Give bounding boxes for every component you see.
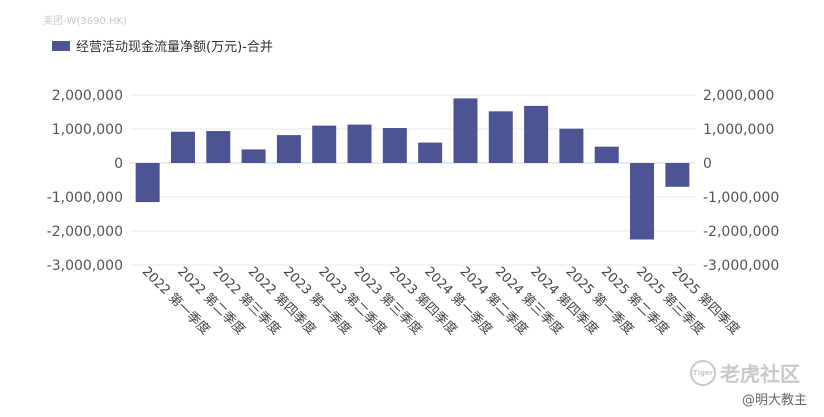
- y-tick-label-right: 2,000,000: [703, 88, 774, 104]
- bar: [594, 146, 619, 163]
- bar: [630, 163, 655, 240]
- bar: [135, 163, 160, 203]
- y-tick-label-left: 0: [114, 156, 123, 172]
- bar: [488, 111, 513, 163]
- bar: [170, 131, 195, 163]
- bar: [453, 98, 478, 163]
- y-tick-label-right: -2,000,000: [703, 224, 779, 240]
- tiger-logo-icon: Tiger: [690, 359, 716, 386]
- y-tick-label-left: -3,000,000: [47, 258, 123, 274]
- bar: [382, 127, 407, 163]
- y-tick-label-left: 1,000,000: [52, 122, 123, 138]
- bar: [559, 128, 584, 163]
- bar: [347, 124, 372, 163]
- bar: [312, 125, 337, 163]
- bar: [418, 142, 443, 163]
- watermark-title: 美团-W(3690.HK): [43, 16, 128, 27]
- bar: [276, 135, 301, 163]
- brand-watermark: Tiger 老虎社区: [690, 358, 800, 387]
- bar: [665, 163, 690, 187]
- y-tick-label-right: -3,000,000: [703, 258, 779, 274]
- bar: [524, 105, 549, 163]
- legend-label: 经营活动现金流量净额(万元)-合并: [76, 40, 273, 55]
- bar: [206, 131, 231, 163]
- brand-text: 老虎社区: [720, 362, 800, 386]
- y-tick-label-right: 1,000,000: [703, 122, 774, 138]
- y-tick-label-right: -1,000,000: [703, 190, 779, 206]
- bar: [241, 149, 266, 163]
- y-tick-label-left: -2,000,000: [47, 224, 123, 240]
- y-tick-label-left: 2,000,000: [52, 88, 123, 104]
- author-credit: @明大教主: [742, 393, 808, 408]
- y-tick-label-left: -1,000,000: [47, 190, 123, 206]
- legend-swatch: [52, 40, 70, 51]
- legend: 经营活动现金流量净额(万元)-合并: [52, 36, 273, 55]
- y-tick-label-right: 0: [703, 156, 712, 172]
